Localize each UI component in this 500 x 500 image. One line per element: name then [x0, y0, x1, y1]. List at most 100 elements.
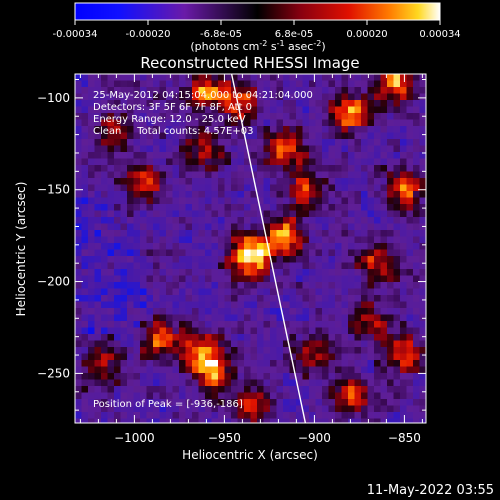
heatmap-cell — [380, 126, 388, 133]
heatmap-cell — [166, 308, 173, 315]
heatmap-cell — [81, 249, 89, 257]
heatmap-cell — [140, 223, 147, 231]
heatmap-cell — [250, 418, 258, 423]
heatmap-cell — [354, 295, 362, 302]
heatmap-cell — [257, 236, 264, 244]
heatmap-cell — [367, 334, 375, 341]
heatmap-cell — [361, 217, 368, 224]
heatmap-cell — [257, 119, 264, 127]
heatmap-cell — [263, 184, 271, 192]
heatmap-cell — [302, 379, 310, 387]
heatmap-cell — [367, 353, 375, 361]
heatmap-cell — [224, 100, 232, 107]
heatmap-cell — [185, 106, 193, 114]
heatmap-cell — [153, 282, 160, 289]
heatmap-cell — [257, 171, 264, 179]
heatmap-cell — [127, 373, 134, 380]
heatmap-cell — [120, 178, 128, 185]
heatmap-cell — [140, 100, 147, 107]
heatmap-cell — [192, 295, 199, 302]
heatmap-cell — [263, 93, 271, 101]
heatmap-cell — [211, 314, 219, 322]
heatmap-cell — [341, 126, 349, 133]
heatmap-cell — [81, 340, 89, 348]
heatmap-cell — [283, 340, 290, 348]
heatmap-cell — [127, 197, 134, 205]
heatmap-cell — [159, 74, 167, 81]
heatmap-cell — [88, 119, 95, 127]
heatmap-cell — [393, 243, 401, 250]
heatmap-cell — [250, 119, 258, 127]
heatmap-cell — [302, 327, 310, 335]
heatmap-cell — [341, 217, 349, 224]
heatmap-cell — [192, 158, 199, 166]
heatmap-cell — [185, 399, 193, 406]
heatmap-cell — [296, 314, 303, 322]
heatmap-cell — [283, 87, 290, 94]
heatmap-cell — [192, 275, 199, 283]
heatmap-cell — [335, 347, 342, 354]
heatmap-cell — [127, 230, 134, 237]
heatmap-cell — [224, 210, 232, 218]
heatmap-cell — [393, 106, 401, 114]
heatmap-cell — [75, 100, 82, 107]
heatmap-cell — [166, 321, 173, 328]
heatmap-cell — [263, 418, 271, 423]
heatmap-cell — [341, 340, 349, 348]
heatmap-cell — [400, 210, 407, 218]
heatmap-cell — [348, 379, 355, 387]
heatmap-cell — [198, 353, 206, 361]
heatmap-cell — [75, 178, 82, 185]
heatmap-cell — [205, 262, 212, 270]
heatmap-cell — [393, 184, 401, 192]
heatmap-cell — [75, 152, 82, 159]
heatmap-cell — [374, 145, 381, 153]
heatmap-cell — [224, 126, 232, 133]
heatmap-cell — [367, 243, 375, 250]
heatmap-cell — [244, 184, 251, 192]
heatmap-cell — [380, 275, 388, 283]
heatmap-cell — [250, 217, 258, 224]
heatmap-cell — [413, 113, 420, 120]
heatmap-cell — [159, 275, 167, 283]
heatmap-cell — [159, 197, 167, 205]
heatmap-cell — [244, 282, 251, 289]
heatmap-cell — [88, 418, 95, 423]
heatmap-cell — [127, 321, 134, 328]
heatmap-cell — [380, 191, 388, 198]
heatmap-cell — [289, 327, 297, 335]
heatmap-cell — [179, 145, 186, 153]
heatmap-cell — [367, 366, 375, 374]
heatmap-cell — [289, 100, 297, 107]
heatmap-cell — [315, 340, 323, 348]
heatmap-cell — [224, 93, 232, 101]
heatmap-cell — [289, 366, 297, 374]
heatmap-cell — [224, 74, 232, 81]
heatmap-cell — [192, 308, 199, 315]
heatmap-cell — [140, 340, 147, 348]
heatmap-cell — [185, 165, 193, 172]
heatmap-cell — [101, 93, 108, 101]
heatmap-cell — [341, 321, 349, 328]
heatmap-cell — [315, 321, 323, 328]
heatmap-cell — [361, 119, 368, 127]
heatmap-cell — [120, 80, 128, 88]
heatmap-cell — [224, 295, 232, 302]
heatmap-cell — [354, 262, 362, 270]
heatmap-cell — [400, 230, 407, 237]
heatmap-cell — [153, 223, 160, 231]
heatmap-cell — [94, 301, 102, 309]
heatmap-cell — [114, 158, 121, 166]
heatmap-cell — [276, 223, 284, 231]
heatmap-cell — [419, 165, 426, 172]
heatmap-cell — [146, 269, 154, 276]
heatmap-cell — [283, 223, 290, 231]
heatmap-cell — [146, 327, 154, 335]
heatmap-cell — [374, 366, 381, 374]
heatmap-cell — [315, 223, 323, 231]
heatmap-cell — [257, 327, 264, 335]
heatmap-cell — [133, 412, 141, 419]
heatmap-cell — [166, 145, 173, 153]
heatmap-cell — [153, 249, 160, 257]
heatmap-cell — [276, 100, 284, 107]
